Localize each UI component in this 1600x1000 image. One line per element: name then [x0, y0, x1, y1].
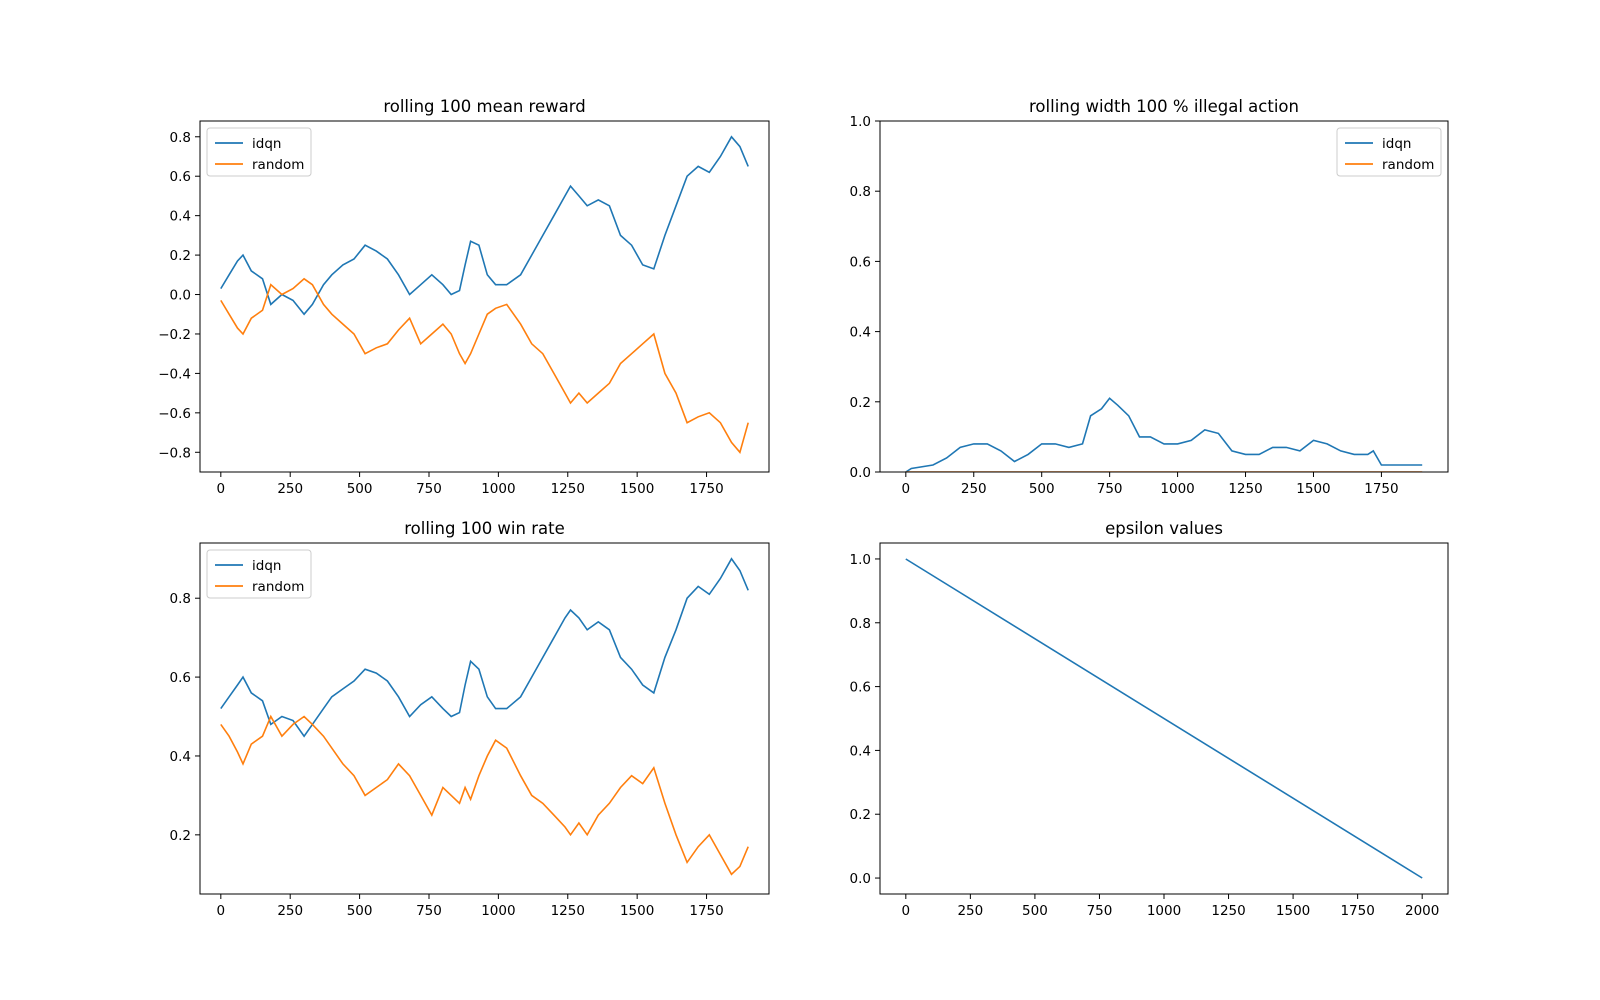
- win-rate-x-tick-label: 1250: [551, 903, 585, 919]
- reward-y-tick-label: −0.6: [158, 406, 191, 422]
- reward-y-tick-label: −0.4: [158, 366, 191, 382]
- epsilon-chart-title: epsilon values: [1105, 519, 1223, 538]
- reward-y-tick-label: 0.8: [170, 130, 191, 146]
- epsilon-x-tick-label: 1250: [1211, 903, 1245, 919]
- reward-chart: rolling 100 mean reward 0 250 500 750 1000 12…: [158, 97, 770, 497]
- reward-y-tick-label: −0.2: [158, 327, 191, 343]
- reward-x-tick-label: 750: [416, 481, 442, 497]
- reward-series-group: [220, 135, 749, 454]
- epsilon-y-tick-label: 0.8: [850, 616, 871, 632]
- reward-y-tick-label: 0.4: [170, 209, 191, 225]
- reward-x-tick-label: 1000: [481, 481, 515, 497]
- epsilon-x-tick-label: 1750: [1340, 903, 1374, 919]
- epsilon-y-tick-label: 0.0: [850, 871, 871, 887]
- win-rate-y-tick-label: 0.6: [170, 670, 191, 686]
- epsilon-y-tick-label: 0.6: [850, 680, 871, 696]
- epsilon-x-tick-label: 0: [902, 903, 911, 919]
- epsilon-line-series-0: [905, 558, 1423, 879]
- illegal-action-y-tick-label: 0.0: [850, 465, 871, 481]
- reward-axes-frame: [199, 120, 770, 473]
- win-rate-x-tick-label: 500: [347, 903, 373, 919]
- epsilon-y-tick-label: 0.4: [850, 743, 871, 759]
- reward-y-tick-label: −0.8: [158, 445, 191, 461]
- epsilon-y-tick-label: 1.0: [850, 552, 871, 568]
- reward-line-random: [220, 277, 749, 454]
- win-rate-x-tick-label: 1750: [689, 903, 723, 919]
- win-rate-x-tick-label: 750: [416, 903, 442, 919]
- illegal-action-y-tick-label: 0.2: [850, 395, 871, 411]
- reward-x-tick-label: 1750: [689, 481, 723, 497]
- reward-line-idqn: [220, 135, 749, 316]
- epsilon-y-tick-label: 0.2: [850, 807, 871, 823]
- win-rate-axes-frame: [199, 542, 770, 895]
- illegal-action-legend-label-idqn: idqn: [1382, 136, 1411, 152]
- epsilon-x-tick-label: 1000: [1147, 903, 1181, 919]
- win-rate-chart: rolling 100 win rate 0 250 500 750 1000 1250 1…: [170, 519, 770, 919]
- epsilon-x-tick-label: 500: [1022, 903, 1048, 919]
- win-rate-x-tick-label: 1000: [481, 903, 515, 919]
- illegal-action-x-tick-label: 1000: [1160, 481, 1194, 497]
- illegal-action-x-tick-label: 500: [1029, 481, 1055, 497]
- reward-legend-label-idqn: idqn: [252, 136, 281, 152]
- epsilon-x-tick-label: 250: [957, 903, 983, 919]
- epsilon-chart: epsilon values 0 250 500 750 1000 1250 1500 175…: [850, 519, 1449, 919]
- win-rate-x-tick-label: 0: [217, 903, 226, 919]
- reward-x-tick-label: 0: [217, 481, 226, 497]
- illegal-action-line-idqn: [905, 397, 1423, 472]
- win-rate-line-idqn: [220, 557, 749, 738]
- win-rate-y-tick-label: 0.8: [170, 591, 191, 607]
- epsilon-series-group: [905, 558, 1423, 879]
- illegal-action-x-tick-label: 250: [961, 481, 987, 497]
- illegal-action-y-tick-label: 0.8: [850, 184, 871, 200]
- reward-legend-label-random: random: [252, 157, 304, 173]
- epsilon-x-tick-label: 750: [1087, 903, 1113, 919]
- epsilon-x-tick-label: 1500: [1276, 903, 1310, 919]
- reward-x-tick-label: 1250: [551, 481, 585, 497]
- reward-legend: idqn random: [206, 127, 312, 177]
- illegal-action-legend: idqn random: [1336, 127, 1442, 177]
- win-rate-x-tick-label: 250: [277, 903, 303, 919]
- illegal-action-chart: rolling width 100 % illegal action 0 250 5…: [850, 97, 1449, 497]
- reward-y-tick-label: 0.0: [170, 288, 191, 304]
- epsilon-x-tick-label: 2000: [1405, 903, 1439, 919]
- win-rate-y-tick-label: 0.2: [170, 828, 191, 844]
- illegal-action-x-tick-label: 1750: [1364, 481, 1398, 497]
- illegal-action-axes-frame: [879, 120, 1449, 473]
- win-rate-series-group: [220, 557, 749, 876]
- illegal-action-legend-label-random: random: [1382, 157, 1434, 173]
- illegal-action-x-tick-label: 1250: [1228, 481, 1262, 497]
- reward-y-tick-label: 0.2: [170, 248, 191, 264]
- win-rate-x-tick-label: 1500: [620, 903, 654, 919]
- reward-x-tick-label: 1500: [620, 481, 654, 497]
- reward-x-tick-label: 500: [347, 481, 373, 497]
- win-rate-legend-label-random: random: [252, 579, 304, 595]
- illegal-action-x-tick-label: 750: [1097, 481, 1123, 497]
- illegal-action-y-tick-label: 0.4: [850, 325, 871, 341]
- illegal-action-y-tick-label: 1.0: [850, 114, 871, 130]
- win-rate-y-tick-label: 0.4: [170, 749, 191, 765]
- win-rate-legend: idqn random: [206, 549, 312, 599]
- win-rate-chart-title: rolling 100 win rate: [404, 519, 564, 538]
- illegal-action-y-tick-label: 0.6: [850, 254, 871, 270]
- reward-chart-title: rolling 100 mean reward: [383, 97, 585, 116]
- illegal-action-series-group: [905, 397, 1423, 472]
- illegal-action-x-tick-label: 0: [902, 481, 911, 497]
- reward-y-tick-label: 0.6: [170, 169, 191, 185]
- win-rate-line-random: [220, 714, 749, 876]
- reward-x-tick-label: 250: [277, 481, 303, 497]
- win-rate-legend-label-idqn: idqn: [252, 558, 281, 574]
- illegal-action-chart-title: rolling width 100 % illegal action: [1029, 97, 1299, 116]
- illegal-action-x-tick-label: 1500: [1296, 481, 1330, 497]
